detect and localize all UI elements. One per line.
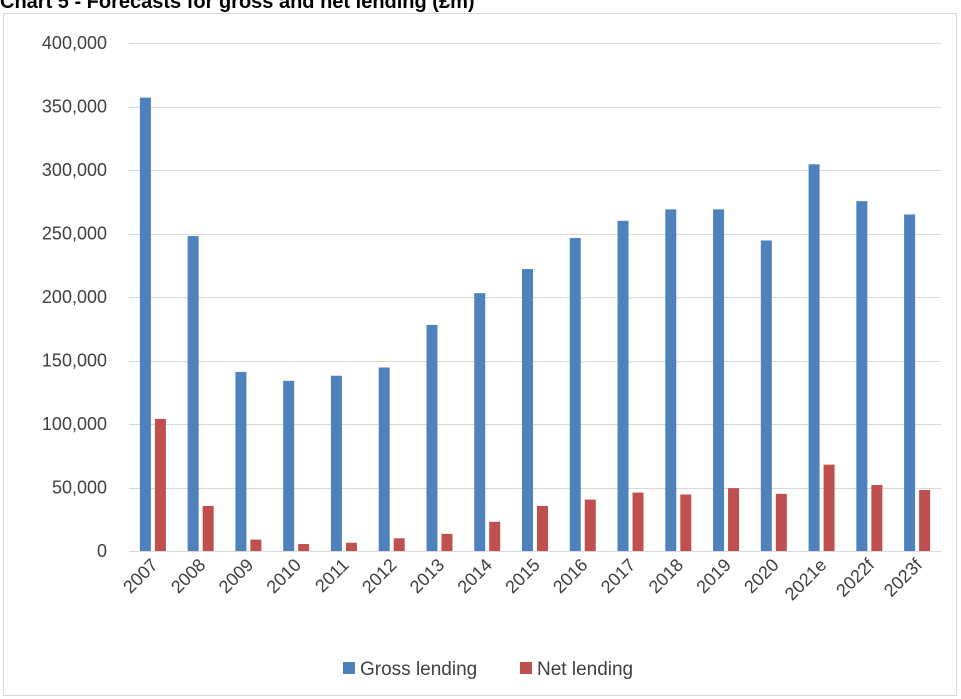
net-lending-legend-swatch [520, 662, 532, 674]
gross-lending-bar [235, 371, 247, 551]
x-tick-label: 2011 [311, 555, 353, 597]
x-tick-label: 2016 [549, 555, 591, 597]
net-lending-bar [775, 493, 787, 551]
x-tick-label: 2007 [119, 555, 161, 597]
x-tick-label: 2008 [167, 555, 209, 597]
gross-lending-bar [378, 367, 390, 551]
gross-lending-bar [330, 375, 342, 551]
net-lending-bar [632, 492, 644, 551]
net-lending-bar [345, 542, 357, 551]
net-lending-bar [393, 538, 405, 551]
legend: Gross lending Net lending [343, 659, 633, 680]
net-lending-bar [202, 505, 214, 551]
chart-title: Chart 5 - Forecasts for gross and net le… [0, 0, 475, 13]
gross-lending-bar [139, 97, 151, 552]
chart-frame [3, 13, 957, 696]
net-lending-bar [871, 484, 883, 551]
net-lending-bar [919, 490, 931, 551]
y-tick-label: 0 [97, 541, 107, 561]
y-tick-label: 300,000 [42, 160, 107, 180]
net-lending-bar [584, 499, 596, 551]
gross-lending-bar [569, 237, 581, 551]
x-tick-label: 2012 [358, 555, 400, 597]
net-lending-bar [298, 544, 310, 551]
x-tick-label: 2020 [740, 555, 782, 597]
gross-lending-bar [713, 209, 725, 551]
net-lending-bar [489, 521, 501, 551]
gross-lending-bar [808, 164, 820, 551]
gross-lending-legend-swatch [343, 662, 355, 674]
y-tick-label: 50,000 [52, 478, 107, 498]
y-tick-label: 250,000 [42, 224, 107, 244]
x-tick-label: 2010 [263, 555, 305, 597]
gross-lending-bar [665, 209, 677, 551]
gross-lending-bar [904, 214, 916, 551]
bars [139, 97, 931, 552]
net-lending-bar [250, 539, 262, 551]
x-axis: 2007 2008 2009 2010 2011 2012 2013 2014 2015 2016… [119, 551, 941, 605]
gross-lending-bar [856, 201, 868, 552]
net-lending-bar [441, 533, 453, 551]
net-lending-bar [680, 494, 692, 551]
x-tick-label: 2021e [781, 555, 831, 605]
x-tick-label: 2013 [406, 555, 448, 597]
net-lending-legend-label: Net lending [537, 659, 633, 680]
gross-lending-bar [187, 236, 199, 552]
gross-lending-bar [283, 380, 295, 551]
x-tick-label: 2017 [597, 555, 639, 597]
net-lending-bar [537, 505, 548, 551]
x-tick-label: 2019 [692, 555, 734, 597]
gross-lending-bar [522, 269, 533, 551]
gridlines [129, 43, 941, 489]
net-lending-bar [154, 418, 166, 551]
net-lending-bar [728, 488, 740, 551]
y-tick-label: 350,000 [42, 97, 107, 117]
gross-lending-legend-label: Gross lending [360, 659, 477, 680]
x-tick-label: 2022f [832, 554, 879, 601]
y-tick-label: 200,000 [42, 287, 107, 307]
gross-lending-bar [426, 324, 438, 551]
gross-lending-bar [474, 293, 486, 551]
x-tick-label: 2014 [454, 555, 496, 597]
net-lending-bar [823, 464, 835, 551]
y-tick-label: 100,000 [42, 414, 107, 434]
x-tick-label: 2015 [501, 555, 543, 597]
x-tick-label: 2023f [880, 554, 927, 601]
x-tick-label: 2018 [645, 555, 687, 597]
gross-lending-bar [617, 220, 629, 552]
x-tick-label: 2009 [215, 555, 257, 597]
y-axis: 0 50,000 100,000 150,000 200,000 250,000 300,0… [42, 33, 107, 561]
y-tick-label: 150,000 [42, 351, 107, 371]
y-tick-label: 400,000 [42, 33, 107, 53]
gross-lending-bar [760, 240, 772, 552]
